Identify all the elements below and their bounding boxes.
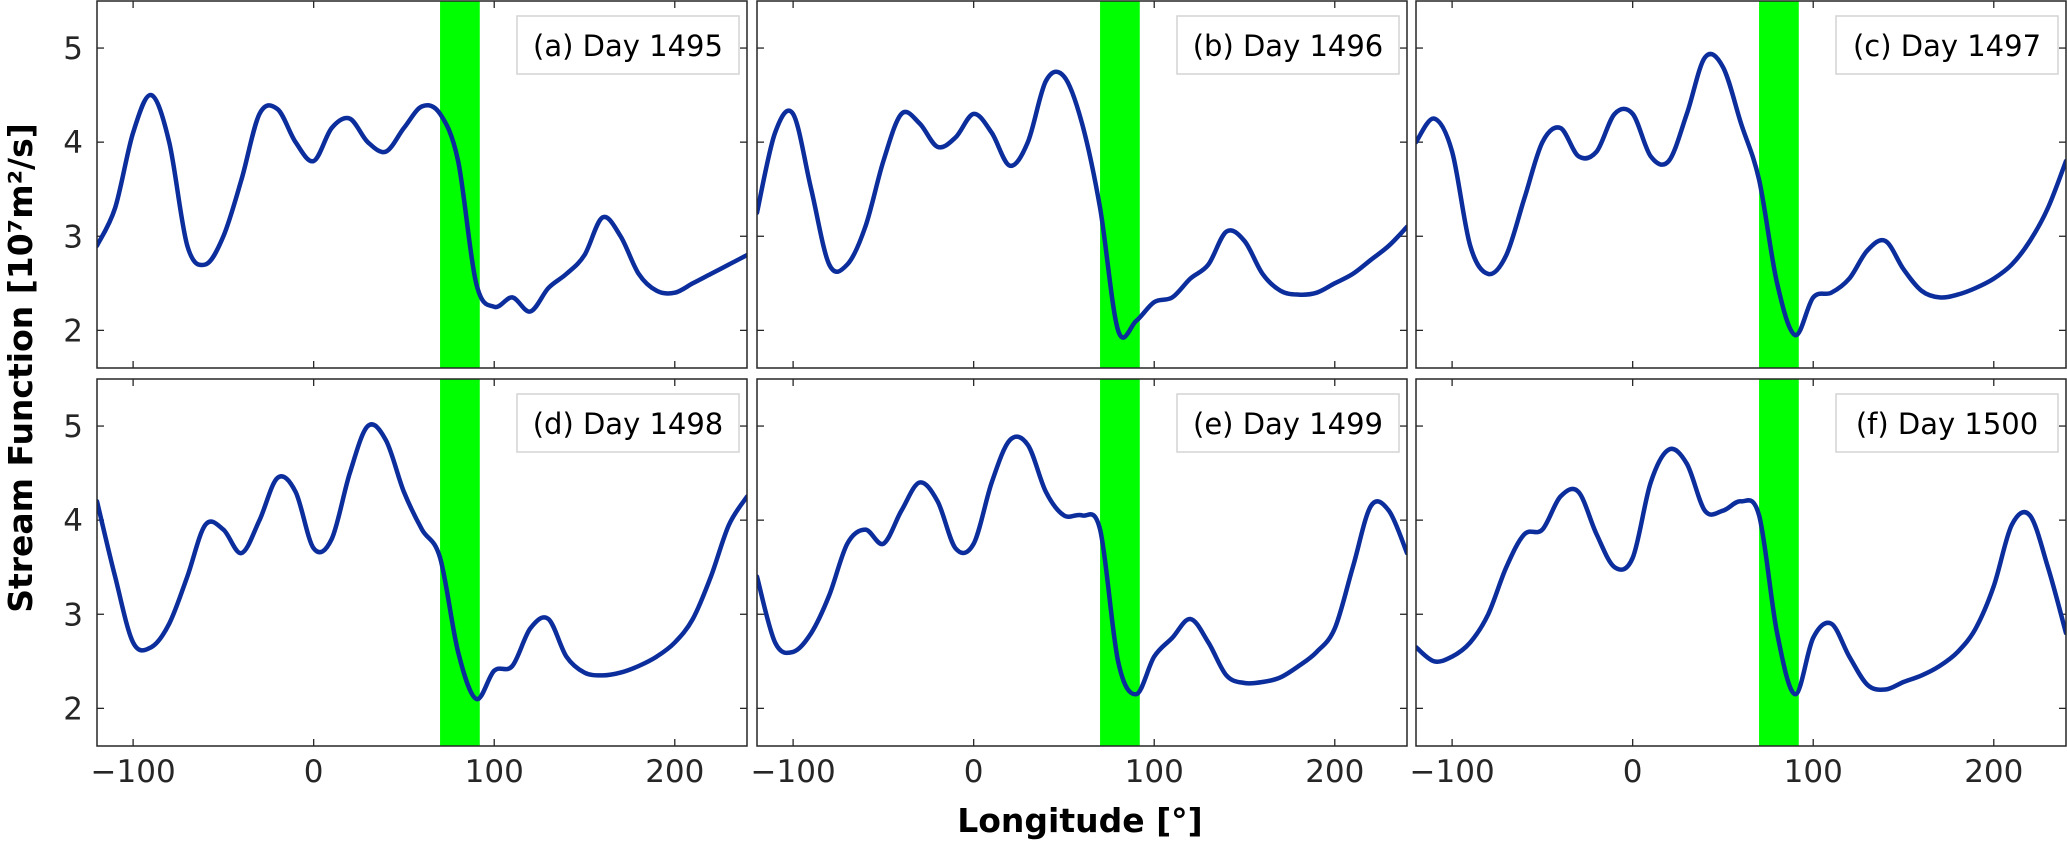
panel-label: (b) Day 1496 (1193, 29, 1384, 63)
x-tick-label: 0 (964, 754, 984, 790)
x-tick-label: 200 (1305, 754, 1364, 790)
x-tick-label: −100 (91, 754, 176, 790)
panel-grid: 2 3 4 5 (a) Day 1495 (b) Day 1496 (c) Day 1497… (63, 0, 2067, 790)
stream-function-line (97, 422, 747, 702)
x-tick-label: 100 (465, 754, 524, 790)
axes-box (756, 378, 1408, 747)
y-tick-label: 4 (63, 503, 83, 539)
panel-f: −100 0 100 200 (f) Day 1500 (1410, 378, 2067, 790)
panel-label-box (516, 393, 740, 453)
x-axis-title: Longitude [°] (957, 801, 1203, 840)
stream-function-line (97, 92, 747, 314)
highlight-band (1759, 1, 1799, 368)
panel-label: (c) Day 1497 (1853, 29, 2041, 63)
axes-box (1415, 378, 2067, 747)
x-tick-label: 200 (645, 754, 704, 790)
panel-a: 2 3 4 5 (a) Day 1495 (63, 0, 748, 369)
x-tick-label: −100 (751, 754, 836, 790)
panel-label: (e) Day 1499 (1193, 407, 1383, 441)
axes-box (96, 0, 748, 369)
stream-function-line (1416, 446, 2066, 697)
stream-function-line (1416, 51, 2066, 338)
highlight-band (1100, 1, 1140, 368)
x-tick-label: 100 (1125, 754, 1184, 790)
y-axis-title: Stream Function [10⁷m²/s] (1, 123, 40, 613)
y-tick-label: 2 (63, 313, 83, 349)
y-tick-label: 4 (63, 125, 83, 161)
panel-label: (f) Day 1500 (1856, 407, 2038, 441)
panel-label-box (1176, 393, 1400, 453)
axes-box (756, 0, 1408, 369)
panel-label-box (1835, 393, 2059, 453)
panel-label-box (1835, 15, 2059, 75)
y-tick-label: 3 (63, 597, 83, 633)
x-tick-label: 100 (1784, 754, 1843, 790)
panel-e: −100 0 100 200 (e) Day 1499 (751, 378, 1408, 790)
y-tick-label: 2 (63, 691, 83, 727)
panel-label: (a) Day 1495 (533, 29, 723, 63)
stream-function-line (757, 434, 1407, 697)
y-tick-label: 3 (63, 219, 83, 255)
x-tick-label: 200 (1964, 754, 2023, 790)
x-tick-label: 0 (304, 754, 324, 790)
stream-function-line (757, 69, 1407, 340)
y-tick-label: 5 (63, 409, 83, 445)
x-tick-label: −100 (1410, 754, 1495, 790)
panel-c: (c) Day 1497 (1415, 0, 2067, 369)
highlight-band (440, 379, 480, 746)
y-tick-label: 5 (63, 31, 83, 67)
panel-label-box (516, 15, 740, 75)
panel-label-box (1176, 15, 1400, 75)
panel-b: (b) Day 1496 (756, 0, 1408, 369)
panel-label: (d) Day 1498 (533, 407, 724, 441)
panel-d: −100 0 100 200 2 3 4 5 (d) Day 1498 (63, 378, 748, 790)
x-tick-label: 0 (1623, 754, 1643, 790)
axes-box (1415, 0, 2067, 369)
axes-box (96, 378, 748, 747)
